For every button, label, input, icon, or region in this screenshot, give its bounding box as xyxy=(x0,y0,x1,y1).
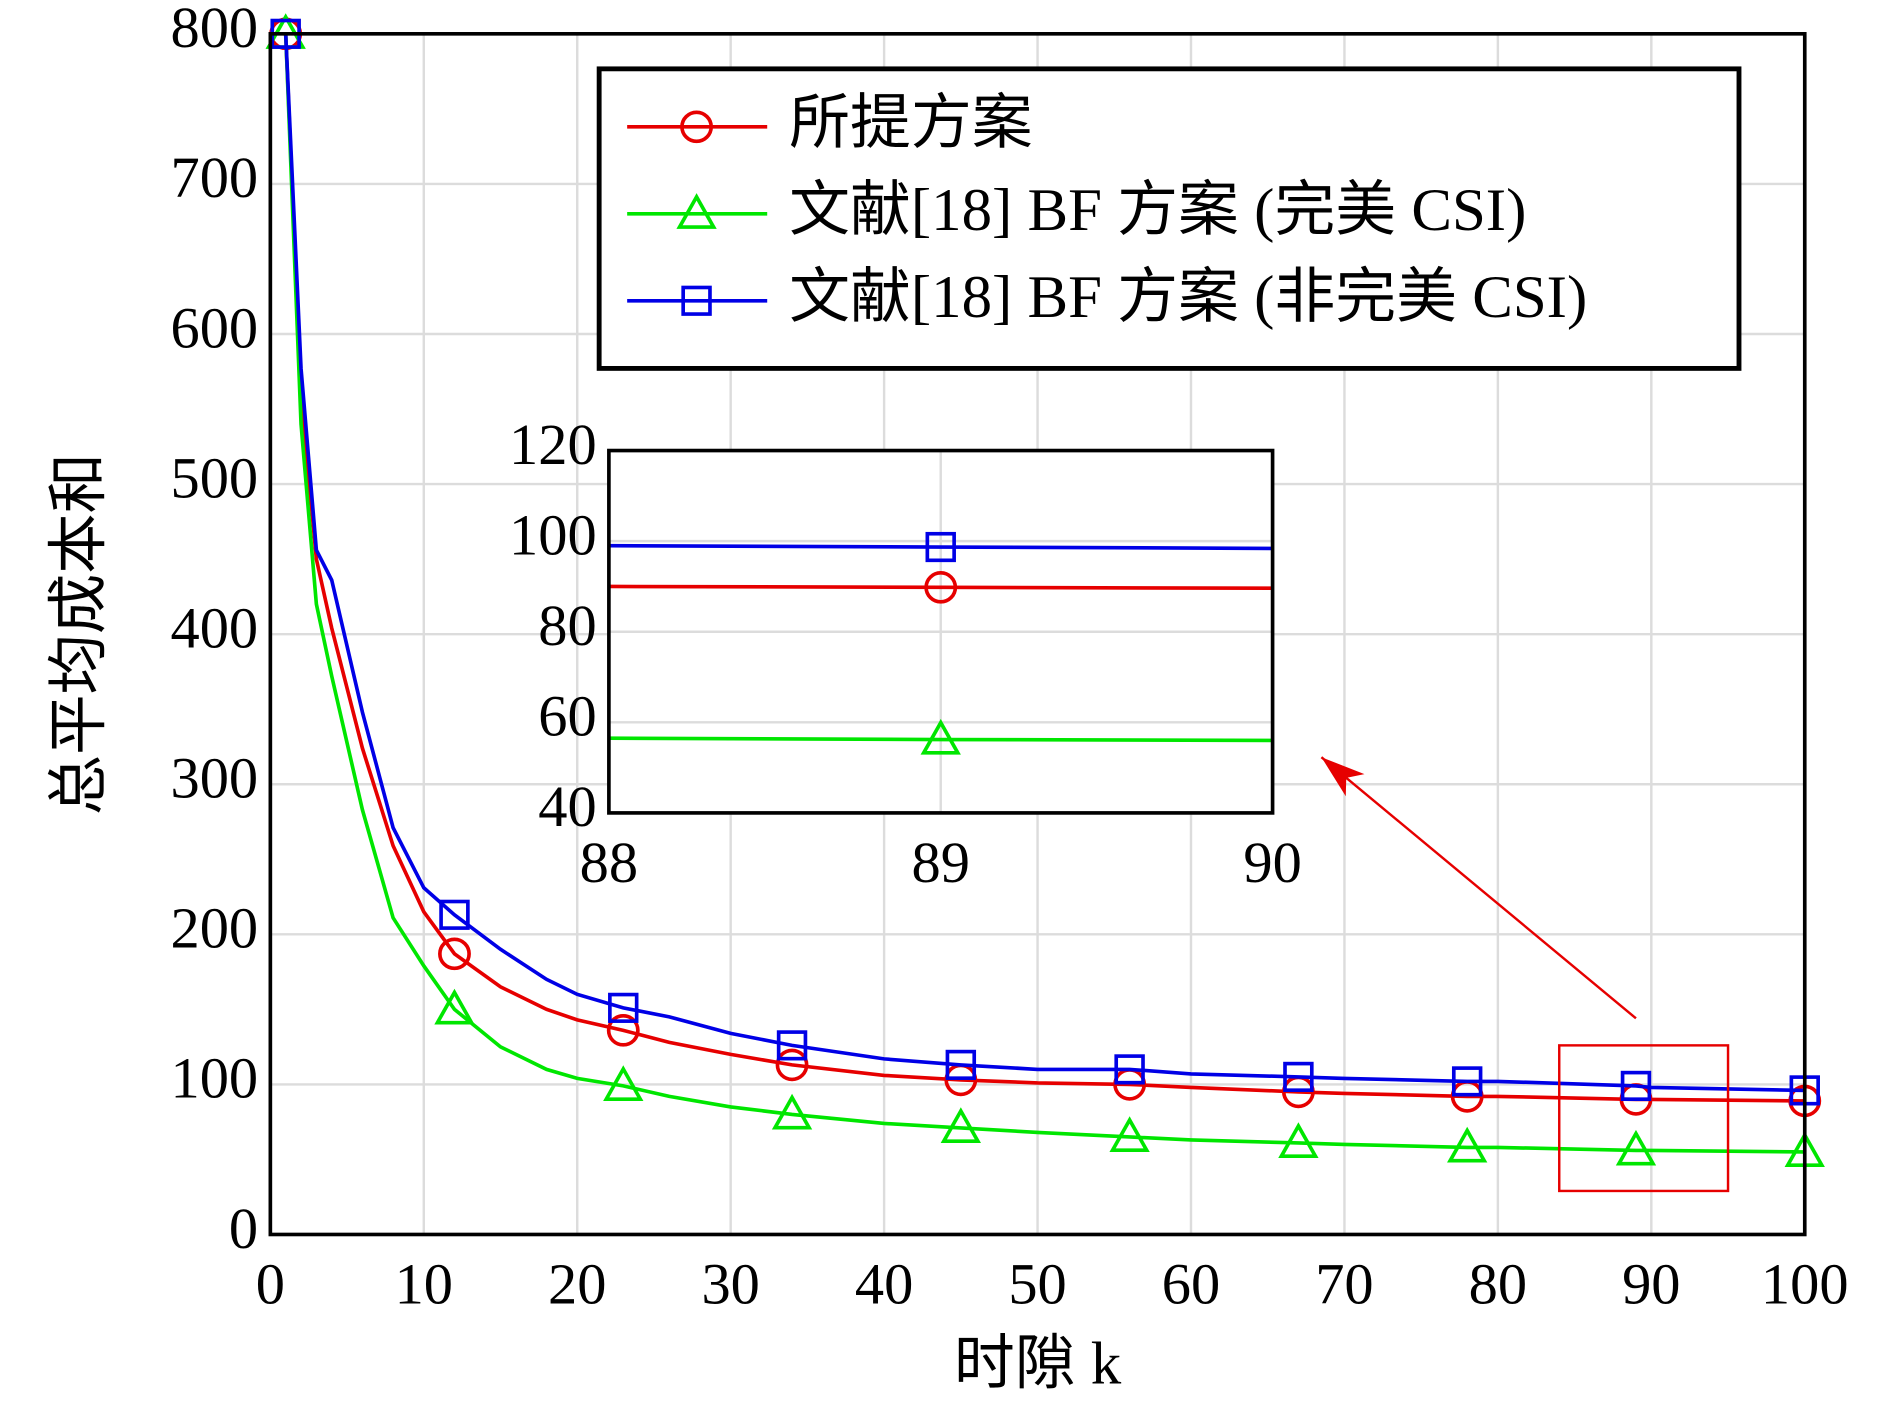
y-axis-label: 总平均成本和 xyxy=(46,453,113,815)
data-point xyxy=(608,992,639,1023)
y-tick-label: 100 xyxy=(509,503,597,568)
legend-label: 文献[18] BF 方案 (非完美 CSI) xyxy=(789,264,1587,331)
y-tick-label: 600 xyxy=(171,296,259,361)
legend-marker xyxy=(676,193,717,229)
series-line xyxy=(283,33,1805,1154)
series-line xyxy=(608,584,1273,591)
series-line xyxy=(283,33,1805,1093)
y-tick-label: 800 xyxy=(171,0,259,60)
data-point xyxy=(1615,1129,1657,1166)
y-tick-label: 700 xyxy=(171,145,259,210)
y-tick-label: 60 xyxy=(538,684,596,749)
x-tick-label: 40 xyxy=(855,1252,913,1317)
legend-box xyxy=(596,66,1742,371)
data-point xyxy=(439,899,470,930)
data-point xyxy=(924,571,958,604)
x-tick-label: 89 xyxy=(912,830,970,895)
data-point xyxy=(920,718,961,755)
x-tick-label: 90 xyxy=(1243,830,1301,895)
x-tick-label: 88 xyxy=(580,830,638,895)
x-tick-label: 60 xyxy=(1162,1252,1220,1317)
legend-label: 所提方案 xyxy=(789,90,1033,157)
data-point xyxy=(1109,1116,1150,1153)
y-tick-label: 100 xyxy=(171,1046,259,1111)
data-point xyxy=(1451,1066,1483,1097)
plot-frame xyxy=(607,448,1275,815)
series-line xyxy=(283,33,1805,1103)
data-point xyxy=(438,937,471,971)
data-point xyxy=(776,1030,808,1061)
y-tick-label: 0 xyxy=(229,1196,258,1261)
y-tick-label: 120 xyxy=(509,412,597,477)
x-tick-label: 70 xyxy=(1315,1252,1373,1317)
data-point xyxy=(1447,1126,1488,1163)
x-tick-label: 20 xyxy=(548,1252,606,1317)
y-tick-label: 500 xyxy=(171,446,259,511)
arrow-head xyxy=(1321,757,1365,797)
data-point xyxy=(434,988,475,1025)
y-tick-label: 400 xyxy=(171,596,259,661)
data-point xyxy=(775,1048,809,1082)
data-point xyxy=(606,1014,640,1047)
x-axis-label: 时隙 k xyxy=(954,1331,1122,1398)
legend-label: 文献[18] BF 方案 (完美 CSI) xyxy=(789,177,1526,244)
data-point xyxy=(945,1049,977,1080)
y-tick-label: 80 xyxy=(538,593,596,658)
data-point xyxy=(940,1107,981,1144)
x-tick-label: 50 xyxy=(1008,1252,1066,1317)
series-line xyxy=(608,543,1273,551)
data-point xyxy=(771,1093,813,1130)
plot-frame xyxy=(268,32,1807,1237)
data-point xyxy=(603,1065,644,1101)
zoom-box xyxy=(1558,1044,1730,1193)
x-tick-label: 80 xyxy=(1469,1252,1527,1317)
data-point xyxy=(1114,1054,1145,1085)
x-tick-label: 100 xyxy=(1761,1252,1849,1317)
series-line xyxy=(608,736,1273,743)
y-tick-label: 200 xyxy=(171,896,259,961)
data-point xyxy=(925,531,956,563)
x-tick-label: 10 xyxy=(395,1252,453,1317)
x-tick-label: 90 xyxy=(1622,1252,1680,1317)
x-tick-label: 0 xyxy=(256,1252,285,1317)
legend-marker xyxy=(681,285,712,316)
data-point xyxy=(1283,1061,1314,1092)
data-point xyxy=(1278,1122,1319,1159)
arrow-shaft xyxy=(1320,756,1637,1020)
data-point xyxy=(1620,1070,1652,1101)
x-tick-label: 30 xyxy=(701,1252,759,1317)
legend-marker xyxy=(680,110,714,144)
y-tick-label: 40 xyxy=(538,774,596,839)
y-tick-label: 300 xyxy=(171,746,259,811)
